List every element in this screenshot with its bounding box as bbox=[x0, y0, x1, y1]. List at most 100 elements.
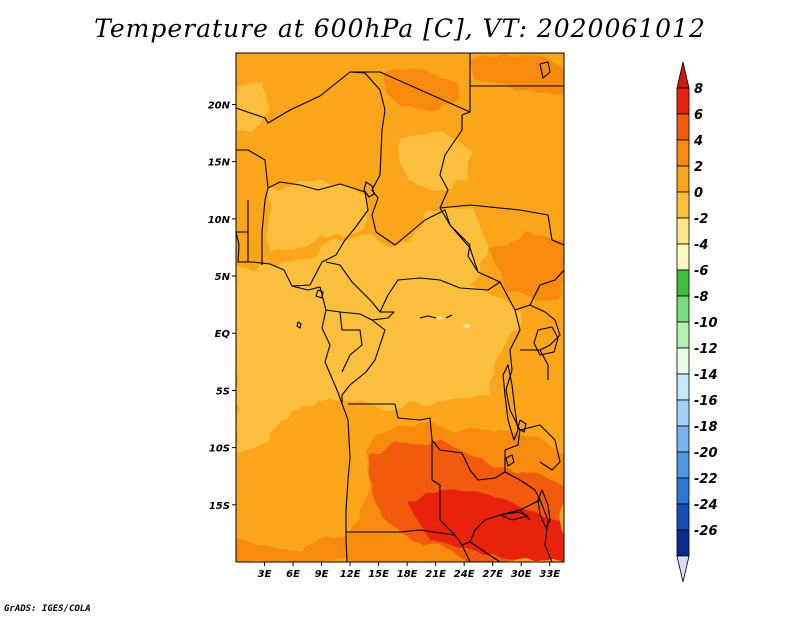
lake-victoria bbox=[533, 326, 559, 356]
colorbar-swatch bbox=[676, 399, 690, 427]
colorbar-bottom-arrow bbox=[676, 555, 690, 583]
river-congo bbox=[419, 314, 453, 319]
x-tick-label: 30E bbox=[511, 569, 532, 580]
colorbar-label: -12 bbox=[694, 342, 718, 357]
field-region-0to2 bbox=[236, 205, 520, 455]
border-libya-chad bbox=[350, 71, 471, 113]
x-tick-label: 18E bbox=[397, 569, 418, 580]
border-zimbabwe bbox=[461, 541, 501, 562]
colorbar-swatch bbox=[676, 269, 690, 297]
colorbar-label: 8 bbox=[694, 82, 703, 97]
border-niger-nigeria bbox=[236, 149, 269, 189]
lake-malawi bbox=[537, 489, 551, 529]
y-tick-label: 5S bbox=[216, 386, 230, 397]
border-chad-sudan bbox=[439, 115, 479, 273]
border-drc-angola bbox=[348, 403, 506, 481]
x-tick-label: 6E bbox=[286, 569, 300, 580]
x-tick-label: 3E bbox=[258, 569, 272, 580]
border-congo-drc bbox=[341, 319, 386, 404]
colorbar-label: 2 bbox=[694, 160, 703, 175]
field-region-8plus bbox=[410, 490, 564, 562]
colorbar-swatch bbox=[676, 529, 690, 557]
field-region-east-warm bbox=[490, 235, 564, 300]
colorbar-swatch bbox=[676, 477, 690, 505]
colorbar-swatch bbox=[676, 321, 690, 349]
field-region-0to2-north bbox=[268, 180, 370, 252]
border-ethiopia bbox=[547, 214, 564, 246]
colorbar-label: -24 bbox=[694, 498, 718, 513]
x-tick-label: 27E bbox=[482, 569, 503, 580]
x-tick-label: 15E bbox=[368, 569, 389, 580]
lake-chad bbox=[363, 181, 375, 198]
map-frame bbox=[235, 52, 565, 563]
y-tick-label: 10S bbox=[209, 444, 230, 455]
colorbar-label: -16 bbox=[694, 394, 718, 409]
field-spot bbox=[437, 316, 443, 320]
border-benin-togo bbox=[236, 187, 269, 265]
y-tick-label: 10N bbox=[208, 215, 231, 226]
colorbar-swatch bbox=[676, 347, 690, 375]
colorbar-label: -8 bbox=[694, 290, 708, 305]
y-tick-label: 15S bbox=[209, 501, 230, 512]
colorbar-label: -18 bbox=[694, 420, 718, 435]
border-drc-east bbox=[499, 281, 521, 451]
colorbar-swatch bbox=[676, 451, 690, 479]
border-nigeria bbox=[267, 181, 369, 287]
border-gabon-congo bbox=[339, 311, 363, 373]
colorbar-swatch bbox=[676, 243, 690, 271]
colorbar-label: 6 bbox=[694, 108, 703, 123]
field-spot bbox=[463, 324, 471, 328]
x-tick-label: 9E bbox=[315, 569, 329, 580]
colorbar-label: -26 bbox=[694, 524, 718, 539]
island-bioko bbox=[315, 289, 324, 299]
temperature-field bbox=[236, 53, 564, 562]
border-algeria-libya bbox=[236, 71, 386, 124]
island-saotome bbox=[296, 321, 302, 329]
colorbar-swatch bbox=[676, 425, 690, 453]
border-angola-namibia bbox=[346, 529, 456, 536]
border-uganda-kenya bbox=[539, 349, 549, 380]
field-region-north-warm-2 bbox=[380, 68, 460, 110]
colorbar-label: -6 bbox=[694, 264, 708, 279]
colorbar-swatch bbox=[676, 217, 690, 245]
colorbar-top-arrow bbox=[676, 61, 690, 89]
colorbar-label: 4 bbox=[693, 134, 703, 149]
lake-kariba bbox=[499, 511, 529, 521]
x-tick-label: 21E bbox=[425, 569, 446, 580]
colorbar-swatch bbox=[676, 373, 690, 401]
colorbar-swatch bbox=[676, 503, 690, 531]
lake-tana bbox=[539, 61, 551, 79]
colorbar-swatch bbox=[676, 139, 690, 167]
x-tick-label: 33E bbox=[539, 569, 560, 580]
x-tick-label: 24E bbox=[454, 569, 475, 580]
border-car bbox=[325, 209, 501, 313]
colorbar-label: -20 bbox=[694, 446, 718, 461]
map-title: Temperature at 600hPa [C], VT: 202006101… bbox=[94, 14, 706, 43]
coastline-west bbox=[236, 231, 351, 562]
border-tanzania bbox=[519, 424, 561, 471]
colorbar-swatch bbox=[676, 87, 690, 115]
colorbar-swatch bbox=[676, 113, 690, 141]
colorbar-label: 0 bbox=[694, 186, 703, 201]
country-borders bbox=[236, 53, 564, 562]
colorbar-label: -4 bbox=[694, 238, 708, 253]
x-tick-label: 12E bbox=[340, 569, 361, 580]
map-axes: 3E 6E 9E 12E 15E 18E 21E 24E 27E 30E 33E 20N 15N 10N 5… bbox=[208, 100, 561, 580]
colorbar-label: -2 bbox=[694, 212, 708, 227]
colorbar-swatch bbox=[676, 295, 690, 323]
colorbar: 8 6 4 2 0 -2 -4 -6 -8 -10 -12 -14 -16 -18 -20 -22 -24 -26 bbox=[676, 61, 718, 583]
lake-kivu bbox=[517, 419, 527, 433]
field-region-0to2-ne bbox=[398, 130, 472, 190]
border-niger-chad bbox=[371, 109, 386, 233]
colorbar-swatch bbox=[676, 165, 690, 193]
border-east-africa bbox=[514, 269, 564, 351]
y-tick-label: EQ bbox=[215, 329, 231, 340]
y-tick-label: 20N bbox=[208, 100, 231, 111]
colorbar-label: -10 bbox=[694, 316, 718, 331]
colorbar-label: -14 bbox=[694, 368, 718, 383]
border-sudan-ss bbox=[439, 204, 549, 216]
field-region-west-cool bbox=[236, 82, 270, 130]
lake-tanganyika bbox=[502, 364, 519, 441]
colorbar-swatch bbox=[676, 191, 690, 219]
